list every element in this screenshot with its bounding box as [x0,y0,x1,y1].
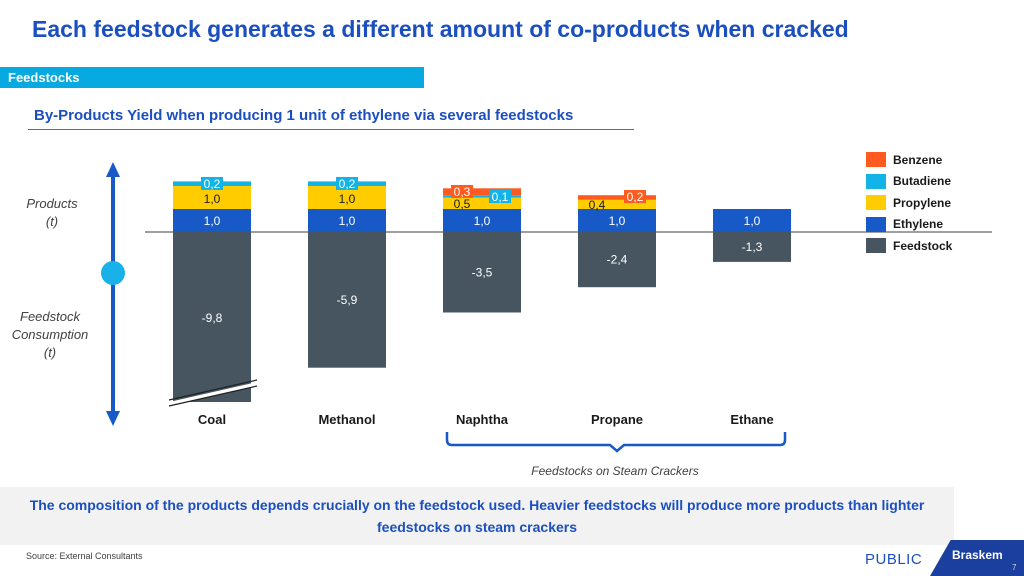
products-axis-label: Products (t) [16,195,88,231]
data-label-methanol-butadiene: 0,2 [339,177,356,191]
legend-item-ethylene: Ethylene [866,214,952,236]
bar-naphtha-propylene [443,197,521,209]
axis-arrow-down-head [106,411,120,426]
legend-label-ethylene: Ethylene [893,217,944,232]
legend-item-benzene: Benzene [866,149,952,171]
products-unit: (t) [45,214,59,229]
legend-swatch-butadiene [866,173,886,189]
axis-divider-dot [101,261,125,285]
data-label-methanol-propylene: 1,0 [339,192,356,206]
axis-arrow-up-head [106,162,120,177]
feedstock-label-line1: Feedstock [20,309,80,324]
category-label-coal: Coal [198,412,226,427]
bar-naphtha-butadiene [443,195,521,198]
legend-swatch-feedstock [866,238,886,254]
data-label-propane-propylene: 0,4 [589,198,606,212]
feedstock-unit: (t) [43,345,57,360]
bar-naphtha-feedstock [443,232,521,313]
bar-methanol-propylene [308,186,386,209]
data-label-ethane-feedstock: -1,3 [742,240,763,254]
legend-label-benzene: Benzene [893,152,943,167]
chart-subtitle: By-Products Yield when producing 1 unit … [34,107,574,124]
bar-propane-feedstock [578,232,656,288]
data-label-naphtha-ethylene: 1,0 [474,214,491,228]
legend-label-butadiene: Butadiene [893,174,952,189]
data-label-methanol-feedstock: -5,9 [337,293,358,307]
category-label-naphtha: Naphtha [456,412,509,427]
legend-label-feedstock: Feedstock [893,238,953,253]
page-title: Each feedstock generates a different amo… [32,16,849,42]
data-label-coal-propylene: 1,0 [204,192,221,206]
section-bar: Feedstocks [0,67,424,88]
data-label-naphtha-butadiene: 0,1 [492,190,509,204]
data-label-methanol-butadiene-bg [336,177,358,190]
products-label: Products [26,196,78,211]
bar-propane-benzene [578,195,656,200]
source-text: Source: External Consultants [26,551,143,561]
page-number: 7 [1012,563,1017,572]
bar-ethane-feedstock [713,232,791,262]
legend-swatch-ethylene [866,216,886,232]
legend-item-propylene: Propylene [866,192,952,214]
data-label-ethane-ethylene: 1,0 [744,214,761,228]
data-label-propane-benzene: 0,2 [627,190,644,204]
legend-swatch-benzene [866,152,886,168]
bar-methanol-feedstock [308,232,386,368]
bar-naphtha-benzene [443,188,521,196]
legend-label-propylene: Propylene [893,195,952,210]
bar-coal-feedstock [173,232,251,402]
bar-propane-ethylene [578,209,656,232]
bar-naphtha-ethylene [443,209,521,232]
chart-legend: Benzene Butadiene Propylene Ethylene Feedsto… [866,149,952,257]
braskem-logo: Braskem [952,548,1003,562]
data-label-naphtha-butadiene-bg [489,190,511,203]
data-label-naphtha-benzene-bg [451,185,473,198]
category-label-methanol: Methanol [318,412,375,427]
bar-coal-propylene [173,186,251,209]
data-label-methanol-ethylene: 1,0 [339,214,356,228]
data-label-coal-ethylene: 1,0 [204,214,221,228]
steam-cracker-bracket [445,432,787,453]
feedstock-label-line2: Consumption [11,327,89,342]
legend-swatch-propylene [866,195,886,211]
data-label-propane-feedstock: -2,4 [607,253,628,267]
data-label-naphtha-feedstock: -3,5 [472,265,493,279]
bar-ethane-ethylene [713,209,791,232]
bar-coal-ethylene [173,209,251,232]
legend-item-feedstock: Feedstock [866,235,952,257]
data-label-naphtha-propylene: 0,5 [454,197,471,211]
category-label-ethane: Ethane [730,412,773,427]
classification-label: PUBLIC [865,551,923,568]
bar-propane-propylene [578,199,656,209]
bracket-label: Feedstocks on Steam Crackers [531,464,698,478]
conclusion-note: The composition of the products depends … [0,487,954,545]
axis-break-line [168,379,258,401]
feedstock-axis-label: Feedstock Consumption (t) [4,308,96,362]
data-label-coal-butadiene-bg [201,177,223,190]
axis-break-line [168,385,258,407]
legend-item-butadiene: Butadiene [866,171,952,193]
data-label-propane-benzene-bg [624,190,646,203]
data-label-coal-feedstock: -9,8 [202,311,223,325]
subtitle-underline [28,129,634,130]
bar-methanol-ethylene [308,209,386,232]
data-label-propane-ethylene: 1,0 [609,214,626,228]
data-label-naphtha-benzene: 0,3 [454,185,471,199]
data-label-coal-butadiene: 0,2 [204,177,221,191]
axis-break-gap [169,382,257,406]
category-label-propane: Propane [591,412,643,427]
